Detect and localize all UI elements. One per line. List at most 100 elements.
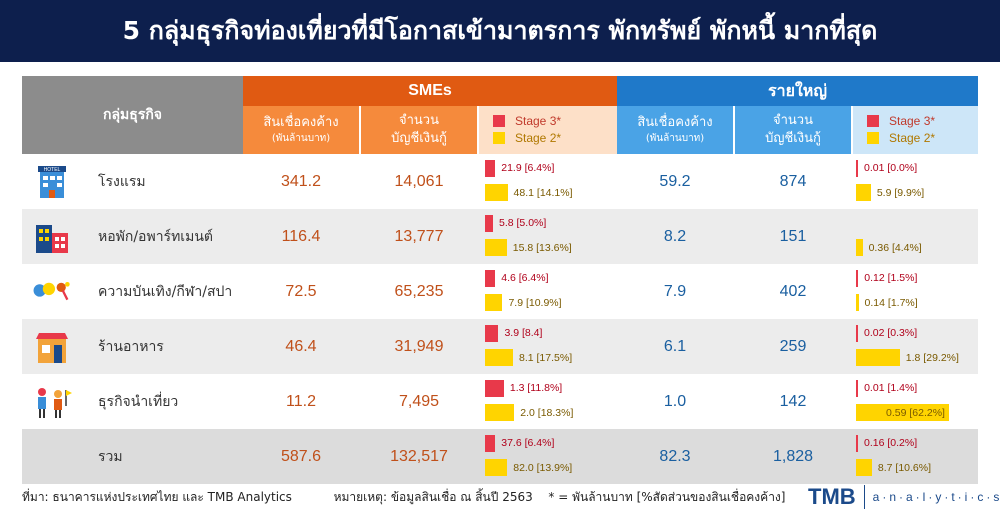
- stage3-swatch: [493, 114, 505, 127]
- sme-outstanding-value: 11.2: [286, 392, 316, 410]
- sme-outstanding-value: 116.4: [281, 227, 321, 245]
- stage3-bar: [856, 270, 859, 287]
- stage3-label: 37.6 [6.4%]: [501, 437, 555, 449]
- stage3-label: 3.9 [8.4]: [504, 327, 543, 339]
- stage2-bar: [485, 239, 507, 256]
- big-outstanding-value: 7.9: [663, 282, 687, 300]
- business-group-name: รวม: [98, 448, 123, 465]
- stage3-swatch: [867, 114, 879, 127]
- stage2-bar: [485, 459, 508, 476]
- stage2-label: 8.7 [10.6%]: [877, 462, 932, 474]
- stage3-bar: [485, 380, 504, 397]
- stage3-label: 0.01 [1.4%]: [864, 382, 918, 394]
- sme-accounts-header: จำนวน บัญชีเงินกู้: [361, 106, 477, 154]
- stage2-label: 1.8 [29.2%]: [905, 352, 959, 364]
- stage2-bar: [485, 404, 515, 421]
- tmb-analytics-logo: TMB a·n·a·l·y·t·i·c·s: [808, 484, 1000, 509]
- big-accounts-value: 1,828: [772, 447, 814, 465]
- stage2-bar: [856, 184, 871, 201]
- stage3-label: 0.16 [0.2%]: [864, 437, 918, 449]
- apartment-icon: [32, 217, 72, 257]
- stage3-bar: [856, 160, 858, 177]
- big-outstanding-value: 59.2: [659, 172, 691, 190]
- big-outstanding-value: 1.0: [663, 392, 687, 410]
- big-accounts-header: จำนวน บัญชีเงินกู้: [735, 106, 851, 154]
- big-accounts-value: 402: [779, 282, 807, 300]
- date-note: หมายเหตุ: ข้อมูลสินเชื่อ ณ สิ้นปี 2563: [333, 490, 533, 504]
- big-outstanding-value: 82.3: [659, 447, 691, 465]
- table-row: ความบันเทิง/กีฬา/สปา 72.5 65,235 7.9 402 4.6 …: [22, 264, 978, 319]
- stage3-bar: [485, 270, 496, 287]
- stage2-label: 0.59 [62.2%]: [886, 407, 945, 419]
- big-accounts-value: 151: [779, 227, 807, 245]
- stage2-bar: [856, 349, 900, 366]
- big-outstanding-value: 6.1: [663, 337, 687, 355]
- sme-outstanding-value: 46.4: [285, 337, 317, 355]
- group-header: กลุ่มธุรกิจ: [22, 76, 243, 154]
- stage3-label: 0.01 [0.0%]: [864, 162, 918, 174]
- stage2-label: 7.9 [10.9%]: [508, 297, 562, 309]
- restaurant-icon: [32, 327, 72, 367]
- sme-accounts-value: 13,777: [394, 227, 444, 245]
- sme-header: SMEs: [243, 76, 617, 106]
- stage3-bar: [856, 380, 859, 397]
- stage3-label: 1.3 [11.8%]: [509, 382, 563, 394]
- big-accounts-value: 874: [779, 172, 807, 190]
- sme-outstanding-value: 72.5: [285, 282, 317, 300]
- stage2-label: 82.0 [13.9%]: [513, 462, 573, 474]
- unit-note: * = พันล้านบาท [%สัดส่วนของสินเชื่อคงค้า…: [548, 490, 786, 504]
- stage3-bar: [485, 325, 499, 342]
- sme-accounts-value: 65,235: [394, 282, 444, 300]
- sme-outstanding-header: สินเชื่อคงค้าง (พันล้านบาท): [243, 106, 359, 154]
- stage2-label: 8.1 [17.5%]: [519, 352, 573, 364]
- stage2-bar: [485, 349, 513, 366]
- stage3-label: 21.9 [6.4%]: [501, 162, 555, 174]
- big-accounts-value: 142: [779, 392, 807, 410]
- stage2-bar: [856, 404, 950, 421]
- stage2-label: 0.36 [4.4%]: [868, 242, 922, 254]
- stage2-bar: [856, 239, 863, 256]
- footer: ที่มา: ธนาคารแห่งประเทศไทย และ TMB Analy…: [22, 488, 785, 507]
- table-row: หอพัก/อพาร์ทเมนต์ 116.4 13,777 8.2 151 5.8 [5…: [22, 209, 978, 264]
- sme-accounts-value: 31,949: [394, 337, 444, 355]
- stage3-bar: [856, 435, 858, 452]
- stage2-label: 2.0 [18.3%]: [520, 407, 574, 419]
- stage2-label: 5.9 [9.9%]: [876, 187, 925, 199]
- sme-accounts-value: 7,495: [398, 392, 440, 410]
- business-group-name: ความบันเทิง/กีฬา/สปา: [98, 283, 233, 300]
- source-note: ที่มา: ธนาคารแห่งประเทศไทย และ TMB Analy…: [22, 490, 292, 504]
- stage2-label: 0.14 [1.7%]: [864, 297, 918, 309]
- big-business-header: รายใหญ่: [617, 76, 978, 106]
- stage3-label: 5.8 [5.0%]: [499, 217, 547, 229]
- stage2-label: 15.8 [13.6%]: [512, 242, 572, 254]
- stage3-label: 4.6 [6.4%]: [501, 272, 549, 284]
- stage2-bar: [485, 184, 508, 201]
- stage2-swatch: [867, 131, 879, 144]
- data-table: กลุ่มธุรกิจ SMEs รายใหญ่ สินเชื่อคงค้าง …: [22, 76, 978, 484]
- business-group-name: ร้านอาหาร: [98, 338, 164, 355]
- big-stage-legend: Stage 3* Stage 2*: [853, 106, 978, 154]
- big-outstanding-value: 8.2: [663, 227, 687, 245]
- page-title: 5 กลุ่มธุรกิจท่องเที่ยวที่มีโอกาสเข้ามาต…: [0, 0, 1000, 62]
- stage2-bar: [856, 294, 859, 311]
- business-group-name: ธุรกิจนำเที่ยว: [98, 393, 179, 410]
- big-accounts-value: 259: [779, 337, 807, 355]
- stage2-swatch: [493, 131, 505, 144]
- table-row: รวม 587.6 132,517 82.3 1,828 37.6 [6.4%] 82.0 …: [22, 429, 978, 484]
- entertainment-icon: [32, 272, 72, 312]
- stage2-bar: [485, 294, 503, 311]
- tour-icon: [32, 382, 72, 422]
- table-row: ธุรกิจนำเที่ยว 11.2 7,495 1.0 142 1.3 [11.8%]…: [22, 374, 978, 429]
- business-group-name: หอพัก/อพาร์ทเมนต์: [98, 228, 213, 245]
- sme-outstanding-value: 341.2: [280, 172, 322, 190]
- stage3-bar: [856, 325, 858, 342]
- big-outstanding-header: สินเชื่อคงค้าง (พันล้านบาท): [617, 106, 733, 154]
- hotel-icon: HOTEL: [32, 162, 72, 202]
- stage2-bar: [856, 459, 872, 476]
- table-row: HOTEL โรงแรม 341.2 14,061 59.2 874 21.9 [6.4%]…: [22, 154, 978, 209]
- stage3-bar: [485, 215, 493, 232]
- stage3-bar: [485, 435, 496, 452]
- stage3-bar: [485, 160, 496, 177]
- sme-accounts-value: 132,517: [390, 447, 448, 465]
- sme-accounts-value: 14,061: [394, 172, 444, 190]
